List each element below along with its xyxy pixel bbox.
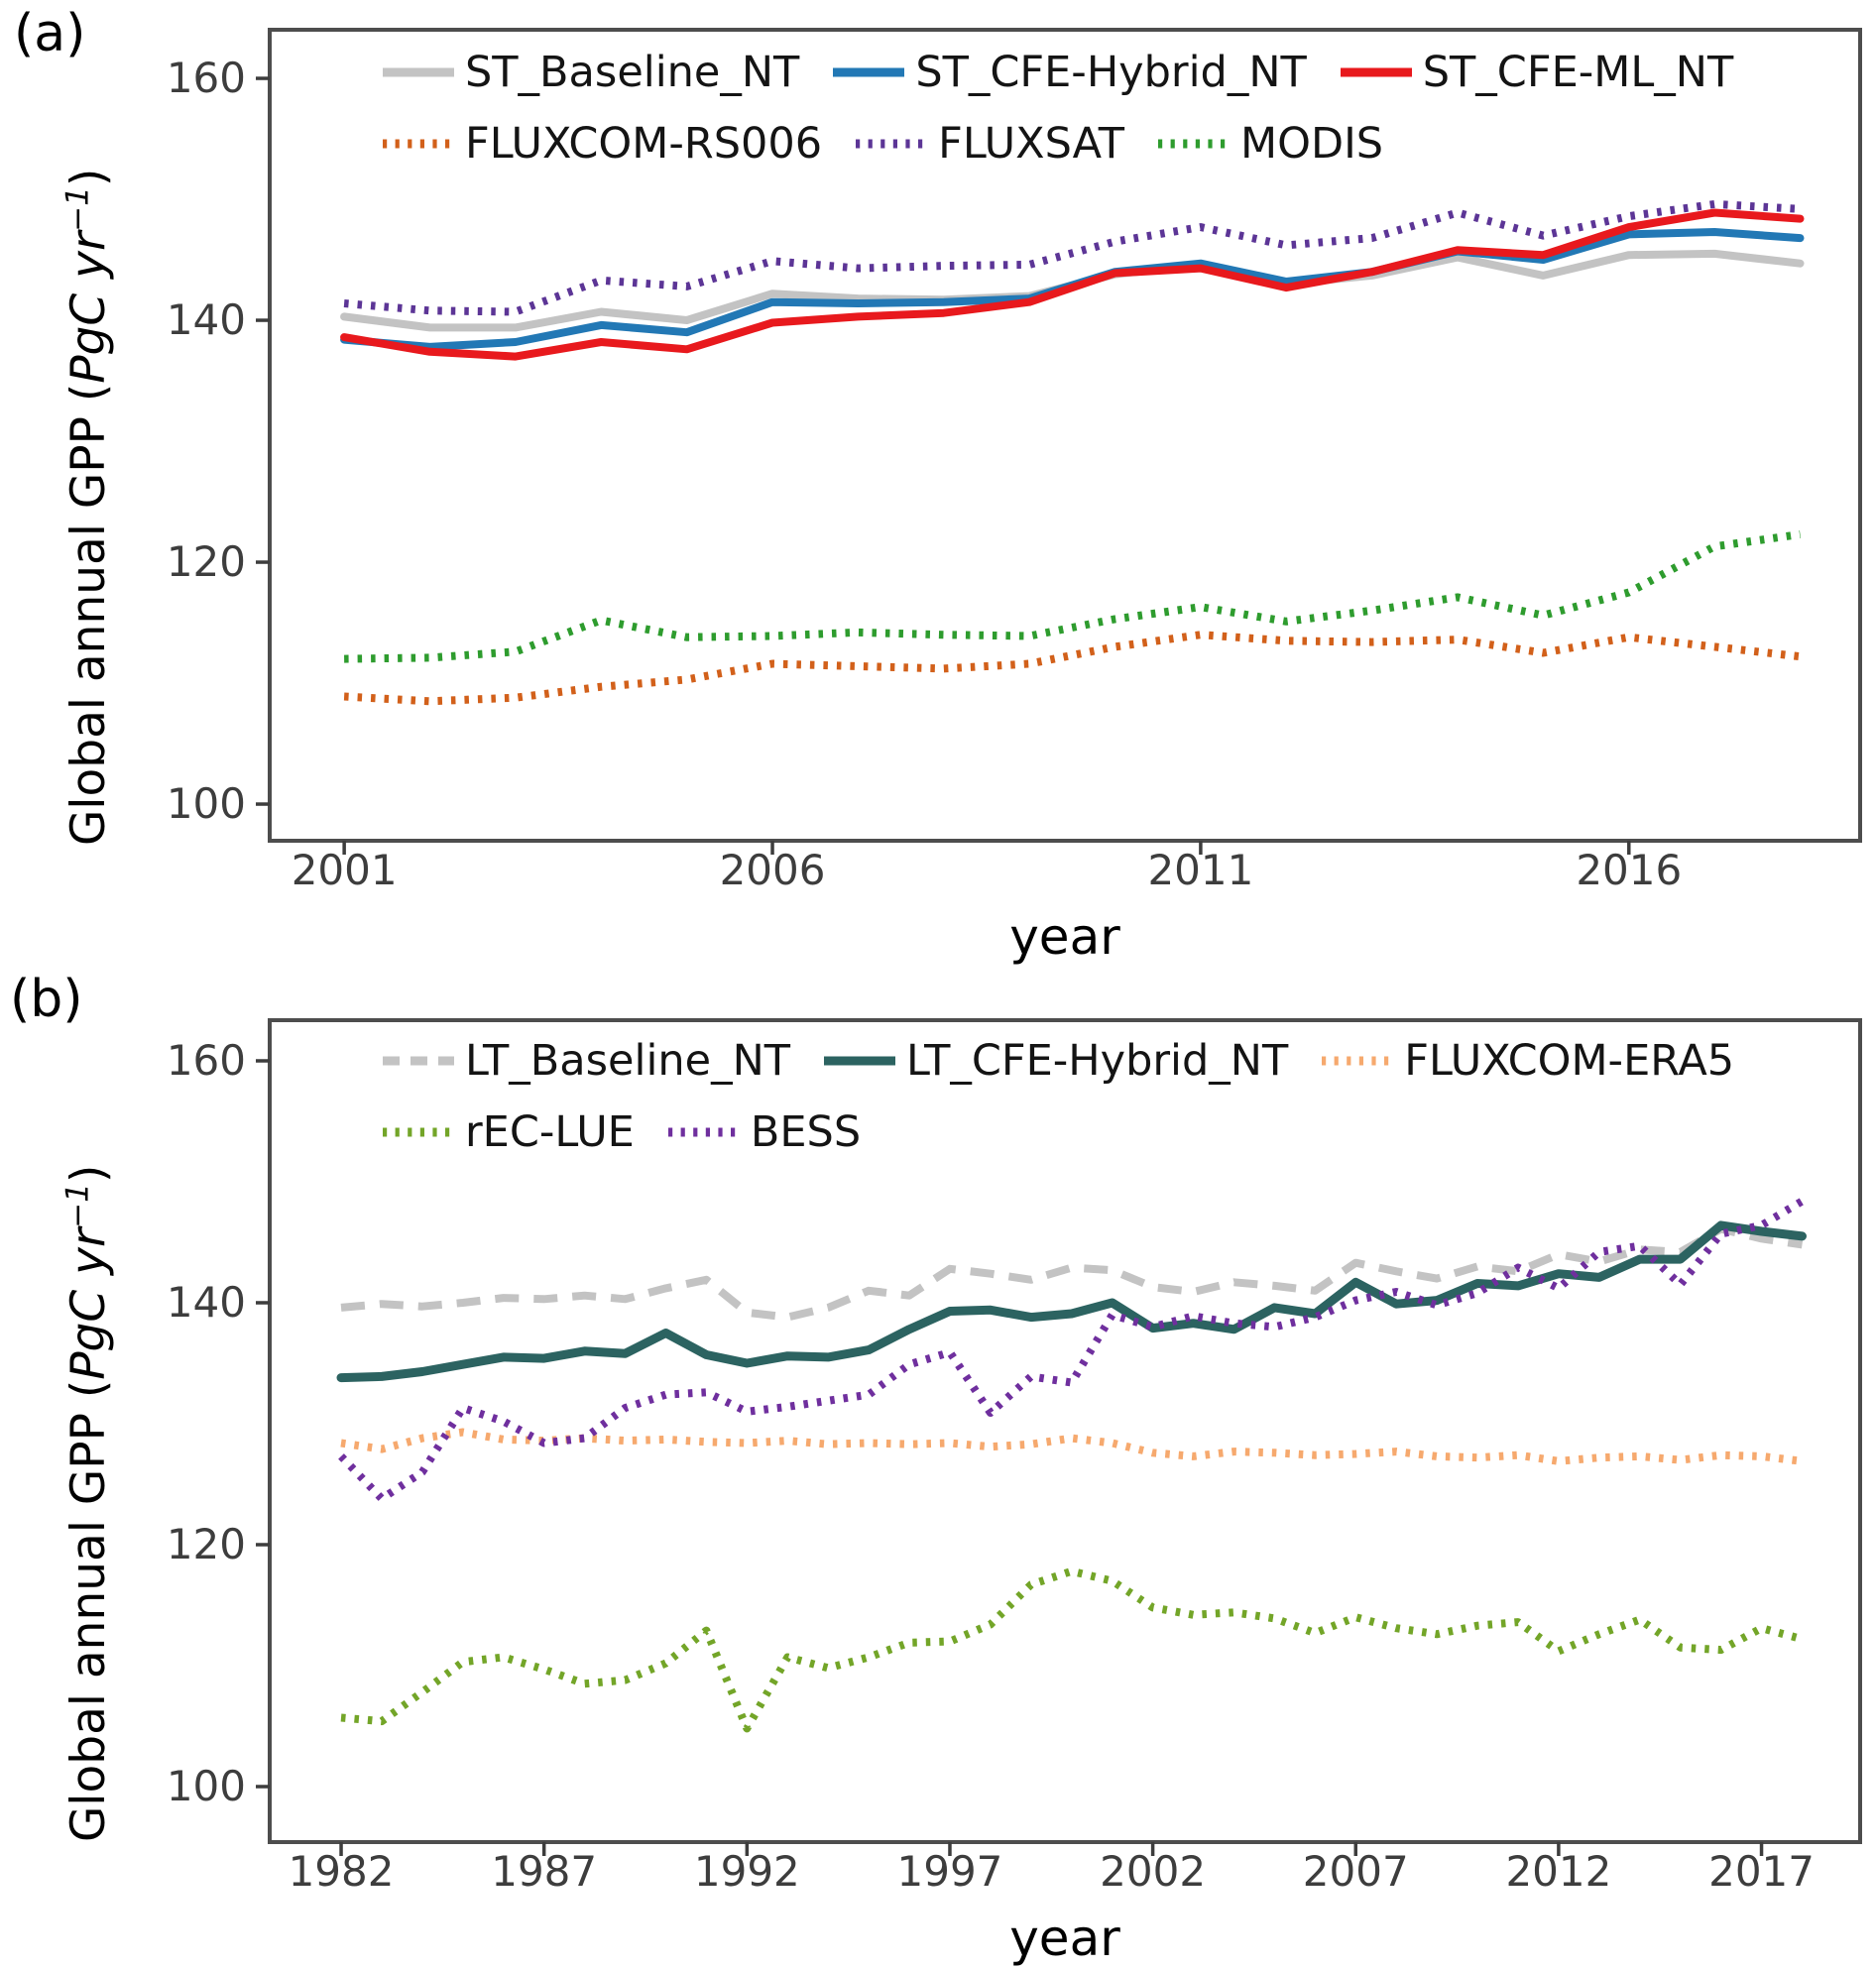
- legend-row: rEC-LUE BESS: [381, 1108, 861, 1156]
- panel-a-letter: (a): [14, 4, 86, 63]
- series-line-FLUXCOM-RS006: [343, 631, 1801, 706]
- x-tick-label: 2017: [1708, 1847, 1815, 1896]
- legend-row: FLUXCOM-RS006 FLUXSAT MODIS: [381, 120, 1383, 168]
- legend-swatch-solid: [383, 67, 454, 77]
- legend-label: FLUXCOM-ERA5: [1404, 1035, 1735, 1086]
- legend-swatch-dotted: [1322, 1056, 1394, 1066]
- x-tick-label: 1987: [491, 1847, 597, 1896]
- legend-label: ST_Baseline_NT: [465, 47, 800, 97]
- legend-swatch-dotted: [856, 139, 928, 149]
- y-tick-label: 160: [167, 1036, 246, 1085]
- panel-b-letter: (b): [10, 970, 83, 1029]
- y-tick-label: 160: [167, 54, 246, 102]
- y-tick-label: 140: [167, 1278, 246, 1327]
- series-line-ST_CFE-ML_NT: [340, 208, 1805, 361]
- x-tick-label: 2001: [292, 846, 398, 894]
- x-tick-label: 2002: [1100, 1847, 1206, 1896]
- y-tick-label: 120: [167, 537, 246, 586]
- legend-label: FLUXCOM-RS006: [465, 118, 823, 169]
- legend-row: ST_Baseline_NT ST_CFE-Hybrid_NT ST_CFE-ML_…: [381, 49, 1733, 96]
- legend-label: ST_CFE-ML_NT: [1422, 47, 1734, 97]
- legend-label: BESS: [750, 1106, 862, 1157]
- x-axis-label-panel-a: year: [1009, 908, 1120, 966]
- legend-entry-ST_CFE-Hybrid_NT: ST_CFE-Hybrid_NT: [831, 47, 1307, 97]
- y-axis-label-panel-a: Global annual GPP (PgC yr−1): [59, 168, 116, 846]
- series-line-rEC-LUE: [340, 1566, 1804, 1733]
- series-line-LT_Baseline_NT: [340, 1224, 1804, 1322]
- legend-swatch-solid: [833, 67, 905, 77]
- legend-entry-rEC-LUE: rEC-LUE: [381, 1106, 635, 1157]
- x-tick-label: 1992: [694, 1847, 800, 1896]
- x-axis-label-panel-b: year: [1009, 1910, 1120, 1967]
- panel-b-spines: [268, 1018, 1862, 1844]
- y-tick-label: 100: [167, 1762, 246, 1810]
- legend-swatch-dotted: [383, 139, 454, 149]
- x-tick-label: 1997: [897, 1847, 1003, 1896]
- x-tick-label: 1982: [289, 1847, 395, 1896]
- y-tick-label: 100: [167, 779, 246, 828]
- legend-entry-FLUXSAT: FLUXSAT: [854, 118, 1125, 169]
- x-tick-label: 2006: [720, 846, 826, 894]
- legend-swatch-solid: [824, 1056, 896, 1066]
- legend-label: FLUXSAT: [938, 118, 1125, 169]
- y-tick-label: 140: [167, 295, 246, 344]
- legend-swatch-dashed: [383, 1056, 454, 1066]
- legend-entry-LT_Baseline_NT: LT_Baseline_NT: [381, 1035, 791, 1086]
- legend-swatch-solid: [1340, 67, 1412, 77]
- legend-label: LT_CFE-Hybrid_NT: [906, 1035, 1289, 1086]
- legend-entry-ST_Baseline_NT: ST_Baseline_NT: [381, 47, 800, 97]
- legend-entry-FLUXCOM-ERA5: FLUXCOM-ERA5: [1320, 1035, 1735, 1086]
- legend-label: LT_Baseline_NT: [465, 1035, 791, 1086]
- legend-row: LT_Baseline_NT LT_CFE-Hybrid_NT FLUXCOM-ER…: [381, 1037, 1734, 1085]
- legend-entry-MODIS: MODIS: [1156, 118, 1384, 169]
- series-line-BESS: [338, 1198, 1805, 1503]
- series-line-FLUXCOM-ERA5: [340, 1428, 1803, 1465]
- legend-swatch-dotted: [1158, 139, 1231, 149]
- x-tick-label: 2016: [1576, 846, 1682, 894]
- series-line-MODIS: [344, 530, 1802, 663]
- legend-entry-ST_CFE-ML_NT: ST_CFE-ML_NT: [1339, 47, 1734, 97]
- y-tick-label: 120: [167, 1520, 246, 1568]
- legend-entry-FLUXCOM-RS006: FLUXCOM-RS006: [381, 118, 823, 169]
- legend-entry-LT_CFE-Hybrid_NT: LT_CFE-Hybrid_NT: [822, 1035, 1289, 1086]
- legend-label: rEC-LUE: [465, 1106, 635, 1157]
- x-tick-label: 2011: [1147, 846, 1253, 894]
- x-tick-label: 2012: [1505, 1847, 1611, 1896]
- legend-label: MODIS: [1240, 118, 1384, 169]
- legend-swatch-dotted: [383, 1127, 454, 1137]
- panel-a-spines: [268, 28, 1862, 843]
- x-tick-label: 2007: [1303, 1847, 1409, 1896]
- series-line-FLUXSAT: [343, 199, 1801, 316]
- legend-swatch-dotted: [667, 1127, 740, 1137]
- legend-label: ST_CFE-Hybrid_NT: [915, 47, 1307, 97]
- series-line-LT_CFE-Hybrid_NT: [336, 1220, 1807, 1383]
- y-axis-label-panel-b: Global annual GPP (PgC yr−1): [59, 1164, 116, 1842]
- legend-entry-BESS: BESS: [666, 1106, 862, 1157]
